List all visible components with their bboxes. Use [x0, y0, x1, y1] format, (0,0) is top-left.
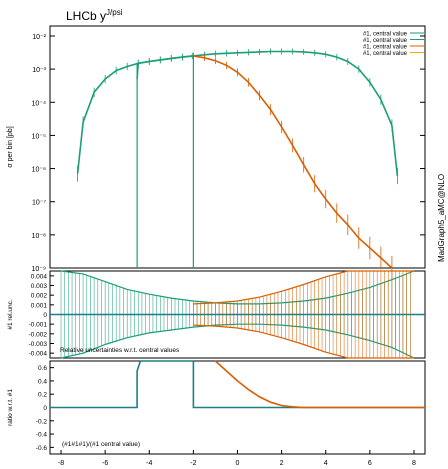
unc-ytick-label: -0.001 — [29, 322, 48, 329]
unc-annotation: Relative uncertainties w.r.t. central va… — [60, 347, 180, 354]
main-ytick-label: 10⁻⁷ — [32, 200, 46, 207]
main-ytick-label: 10⁻⁸ — [32, 233, 46, 240]
series-line — [193, 55, 393, 269]
legend: #1, central value#1, central value#1, ce… — [363, 32, 424, 57]
unc-ytick-label: 0 — [43, 312, 47, 319]
ratio-xtick-label: -6 — [102, 460, 108, 467]
unc-ytick-label: -0.004 — [29, 351, 48, 358]
ratio-ytick-label: 0 — [43, 405, 47, 412]
uncertainty-panel: 0.004 0.003 0.002 0.001 0 -0.001 -0.002 -0.003 -… — [7, 270, 426, 359]
chart-title-sup: J/psi — [106, 8, 123, 17]
ratio-line — [214, 360, 425, 409]
unc-upper-line — [60, 270, 415, 305]
main-ytick-label: 10⁻⁵ — [32, 133, 46, 140]
main-ytick-label: 10⁻⁴ — [32, 100, 47, 107]
ratio-xtick-label: 0 — [236, 460, 240, 467]
main-ytick-label: 10⁻⁹ — [32, 266, 46, 273]
ratio-ytick-label: -0.4 — [36, 432, 48, 439]
unc-upper-line — [193, 270, 414, 305]
ratio-ytick-label: -0.2 — [36, 418, 48, 425]
generator-label: MadGraph5_aMC@NLO — [437, 174, 446, 262]
unc-ytick-label: 0.002 — [31, 293, 48, 300]
main-frame — [49, 25, 426, 269]
ratio-ytick-label: 0.4 — [38, 378, 47, 385]
ratio-ylabel: ratio w.r.t. #1 — [7, 389, 14, 426]
unc-ytick-label: 0.003 — [31, 283, 48, 290]
series-line — [136, 55, 193, 80]
legend-label: #1, central value — [363, 51, 408, 57]
ratio-xtick-label: 2 — [280, 460, 284, 467]
legend-label: #1, central value — [363, 32, 408, 38]
ratio-xtick-label: 8 — [412, 460, 416, 467]
ratio-xtick-label: 4 — [324, 460, 328, 467]
ratio-xtick-label: -8 — [58, 460, 64, 467]
unc-lower-line — [193, 324, 414, 359]
unc-ytick-label: 0.004 — [31, 273, 48, 280]
main-ytick-label: 10⁻³ — [32, 67, 46, 74]
chart-title: LHCb yJ/psi — [66, 8, 123, 23]
unc-ytick-label: 0.001 — [31, 302, 48, 309]
ratio-ytick-label: -0.6 — [36, 445, 48, 452]
unc-ytick-label: -0.003 — [29, 341, 48, 348]
main-ytick-label: 10⁻² — [32, 34, 46, 41]
unc-ylabel: #1 rel.unc. — [7, 299, 14, 330]
ratio-ytick-label: 0.2 — [38, 392, 47, 399]
ratio-annotation: (#1#1#1)/(#1 central value) — [62, 441, 140, 448]
ratio-ytick-label: 0.6 — [38, 365, 47, 372]
ratio-line — [50, 360, 425, 409]
ratio-xtick-label: -2 — [190, 460, 196, 467]
ratio-xtick-label: -4 — [146, 460, 152, 467]
main-ylabel: σ per bin [pb] — [7, 126, 14, 167]
ratio-xtick-label: 6 — [368, 460, 372, 467]
main-panel: 10⁻² 10⁻³ 10⁻⁴ 10⁻⁵ 10⁻⁶ 10⁻⁷ 10⁻⁸ 10⁻⁹ σ per bi… — [7, 25, 426, 280]
chart-title-base: LHCb y — [66, 9, 106, 23]
legend-label: #1, central value — [363, 38, 408, 44]
unc-ytick-label: -0.002 — [29, 331, 48, 338]
ratio-panel: 0.6 0.4 0.2 0 -0.2 -0.4 -0.6 ratio w.r.t. #1 -8 -… — [7, 360, 426, 467]
legend-label: #1, central value — [363, 45, 408, 51]
main-ytick-label: 10⁻⁶ — [32, 167, 46, 174]
